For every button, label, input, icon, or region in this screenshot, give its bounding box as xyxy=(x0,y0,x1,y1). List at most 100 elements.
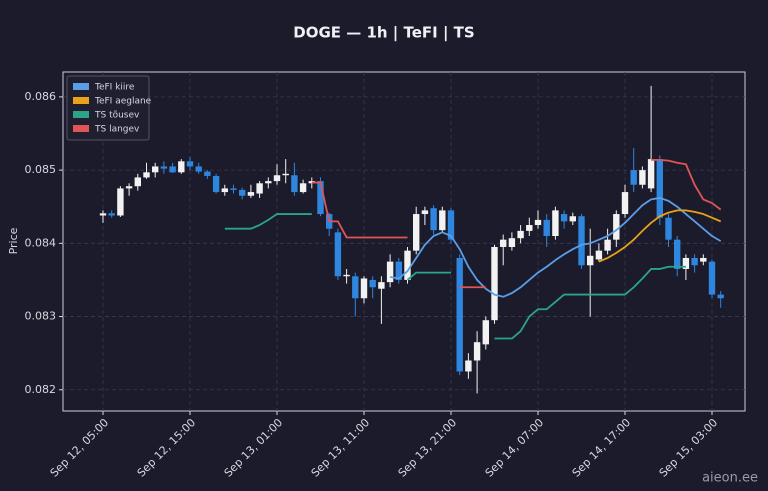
candle-body xyxy=(239,189,246,196)
y-tick-label: 0.084 xyxy=(25,236,57,249)
candle-body xyxy=(508,238,516,247)
candle-body xyxy=(482,320,489,345)
x-tick-label: Sep 13, 21:00 xyxy=(396,416,460,480)
y-tick-label: 0.082 xyxy=(25,383,57,396)
candle-body xyxy=(282,173,289,176)
candle-body xyxy=(108,213,115,216)
candle-body xyxy=(378,282,385,289)
candle-body xyxy=(247,192,255,196)
legend-box xyxy=(66,75,150,141)
candle-body xyxy=(273,175,281,182)
candle-body xyxy=(186,161,194,167)
y-tick-label: 0.085 xyxy=(25,163,57,176)
candle-body xyxy=(352,276,359,299)
indicator-line xyxy=(224,213,312,230)
candle-body xyxy=(178,161,185,173)
candle-body xyxy=(439,210,446,231)
legend-swatch xyxy=(73,97,89,104)
candle-body xyxy=(613,214,620,240)
candle-body xyxy=(682,257,690,269)
candle-body xyxy=(674,239,681,269)
candle-body xyxy=(665,217,672,240)
plot-area xyxy=(62,71,746,412)
candle-body xyxy=(473,342,481,361)
y-tick-label: 0.083 xyxy=(25,310,57,323)
legend-label: TS langev xyxy=(94,125,140,135)
candle-body xyxy=(386,261,394,283)
candle-body xyxy=(343,274,350,277)
candle-body xyxy=(404,250,411,280)
candle-body xyxy=(639,170,646,185)
candle-body xyxy=(621,192,629,215)
legend-swatch xyxy=(73,125,89,132)
candle-body xyxy=(430,208,437,231)
indicator-line xyxy=(494,265,686,340)
candle-body xyxy=(256,183,263,194)
x-tick-label: Sep 13, 01:00 xyxy=(222,416,286,480)
candle-body xyxy=(517,230,524,239)
candle-body xyxy=(700,257,707,262)
candle-body xyxy=(569,216,576,222)
legend-swatch xyxy=(73,83,89,90)
candle-body xyxy=(500,239,507,247)
indicator-line xyxy=(598,209,722,263)
candle-body xyxy=(265,181,272,184)
candle-body xyxy=(117,188,124,216)
candle-body xyxy=(630,170,637,185)
legend-label: TS tõusev xyxy=(94,111,140,121)
candle-body xyxy=(413,214,420,251)
indicator-line xyxy=(406,271,451,281)
legend-swatch xyxy=(73,111,89,118)
candle-body xyxy=(456,257,463,372)
candle-body xyxy=(143,172,150,178)
candle-body xyxy=(587,255,594,266)
candle-body xyxy=(595,250,603,260)
candle-body xyxy=(534,219,542,226)
y-axis-label: Price xyxy=(7,227,20,254)
candle-body xyxy=(647,159,655,189)
candle-body xyxy=(134,177,141,187)
candle-body xyxy=(526,225,533,231)
candle-body xyxy=(212,175,220,193)
x-tick-label: Sep 14, 17:00 xyxy=(570,416,634,480)
candle-body xyxy=(204,171,211,176)
candle-body xyxy=(447,210,455,240)
candle-body xyxy=(491,246,498,321)
x-tick-label: Sep 13, 11:00 xyxy=(309,416,373,480)
y-tick-label: 0.086 xyxy=(25,90,57,103)
candle-body xyxy=(291,175,298,193)
candle-body xyxy=(560,214,568,222)
candle-body xyxy=(160,166,168,169)
candle-body xyxy=(360,278,368,299)
candle-body xyxy=(578,216,585,266)
x-tick-label: Sep 12, 15:00 xyxy=(135,416,199,480)
candle-body xyxy=(717,294,724,299)
watermark: aieon.ee xyxy=(702,471,758,486)
candle-body xyxy=(465,360,472,372)
candle-body xyxy=(656,159,663,218)
candle-body xyxy=(334,232,342,277)
x-tick-label: Sep 14, 07:00 xyxy=(483,416,547,480)
candle-body xyxy=(691,257,698,266)
candle-body xyxy=(125,186,133,189)
candle-body xyxy=(317,181,324,215)
candle-body xyxy=(421,210,429,215)
chart-title: DOGE — 1h | TeFI | TS xyxy=(293,24,474,43)
indicator-line xyxy=(389,197,722,298)
legend-label: TeFI aeglane xyxy=(94,97,152,107)
indicator-line xyxy=(651,158,722,211)
candle-body xyxy=(552,210,559,237)
candle-body xyxy=(169,166,176,173)
candle-body xyxy=(195,166,202,172)
candle-body xyxy=(230,188,237,190)
indicator-line xyxy=(311,181,408,239)
candle-body xyxy=(543,219,550,237)
candle-body xyxy=(395,261,402,280)
candle-body xyxy=(221,188,228,193)
legend-label: TeFI kiire xyxy=(94,83,135,93)
x-tick-label: Sep 12, 05:00 xyxy=(48,416,112,480)
candle-body xyxy=(299,183,307,193)
candle-body xyxy=(604,239,611,251)
